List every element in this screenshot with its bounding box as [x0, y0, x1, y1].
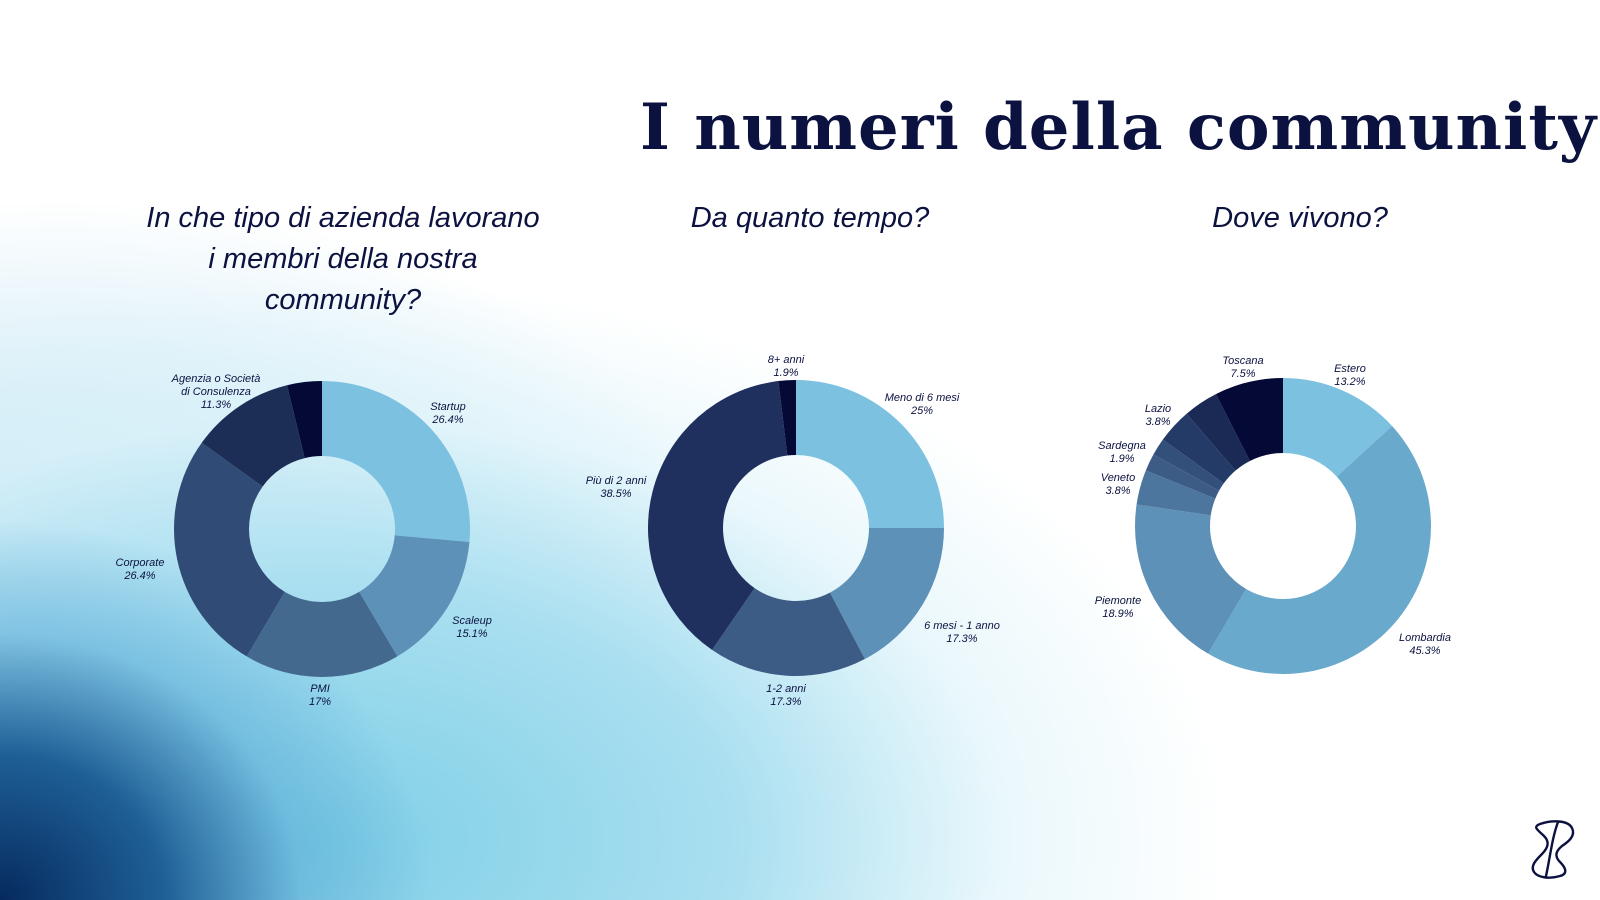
donut-slice [286, 381, 322, 459]
donut-slice [1136, 470, 1216, 516]
slice-label: Startup 26.4% [430, 401, 465, 426]
donut-slice [1186, 394, 1250, 471]
donut-slice [1145, 454, 1220, 499]
slice-label: Più di 2 anni 38.5% [586, 475, 647, 500]
slice-label: 6 mesi - 1 anno 17.3% [924, 620, 1000, 645]
donut-slice [173, 442, 285, 657]
donut-slice [246, 591, 398, 677]
donut-membership-duration: Meno di 6 mesi 25% 6 mesi - 1 anno 17.3% 1-2… [586, 354, 1000, 708]
chart-2-question: Da quanto tempo? [690, 202, 930, 234]
slice-label: Piemonte 18.9% [1095, 595, 1141, 620]
chart-3-question: Dove vivono? [1212, 202, 1388, 234]
donut-slice [712, 588, 865, 676]
slice-label: Agenzia o Società di Consulenza 11.3% [171, 373, 261, 411]
slice-label: Veneto 3.8% [1101, 472, 1135, 497]
donut-slice [1153, 439, 1224, 491]
slice-label: 1-2 anni 17.3% [766, 683, 806, 708]
slice-label: Toscana 7.5% [1222, 355, 1263, 380]
slice-label: Estero 13.2% [1334, 363, 1366, 388]
donut-slice [1162, 413, 1236, 484]
donut-slice [1215, 378, 1283, 461]
slice-label: Meno di 6 mesi 25% [885, 392, 960, 417]
brand-logo-icon [1531, 820, 1575, 879]
donut-company-type: Startup 26.4% Scaleup 15.1% PMI 17% Corporate 2… [116, 373, 492, 708]
slice-label: PMI 17% [309, 683, 331, 708]
donut-slice [648, 381, 788, 650]
donut-slice [1135, 504, 1247, 654]
donut-slice [322, 381, 470, 543]
slice-label: Sardegna 1.9% [1098, 440, 1146, 465]
slice-label: Corporate 26.4% [116, 557, 165, 582]
slice-label: Lombardia 45.3% [1399, 632, 1451, 657]
donut-slice [829, 528, 944, 660]
page-title: I numeri della community [640, 90, 1598, 165]
chart-1-question: In che tipo di azienda lavorano i membri… [146, 202, 540, 316]
slice-label: Scaleup 15.1% [452, 615, 492, 640]
slice-label: Lazio 3.8% [1145, 403, 1171, 428]
donut-slice [359, 535, 470, 657]
donut-location: Estero 13.2% Lombardia 45.3% Piemonte 18.9% Ve… [1095, 355, 1451, 674]
donut-slice [201, 385, 305, 487]
donut-slice [778, 380, 796, 456]
donut-slice [1283, 378, 1393, 477]
slice-label: 8+ anni 1.9% [768, 354, 805, 379]
donut-slice [1208, 425, 1431, 674]
donut-slice [796, 380, 944, 528]
